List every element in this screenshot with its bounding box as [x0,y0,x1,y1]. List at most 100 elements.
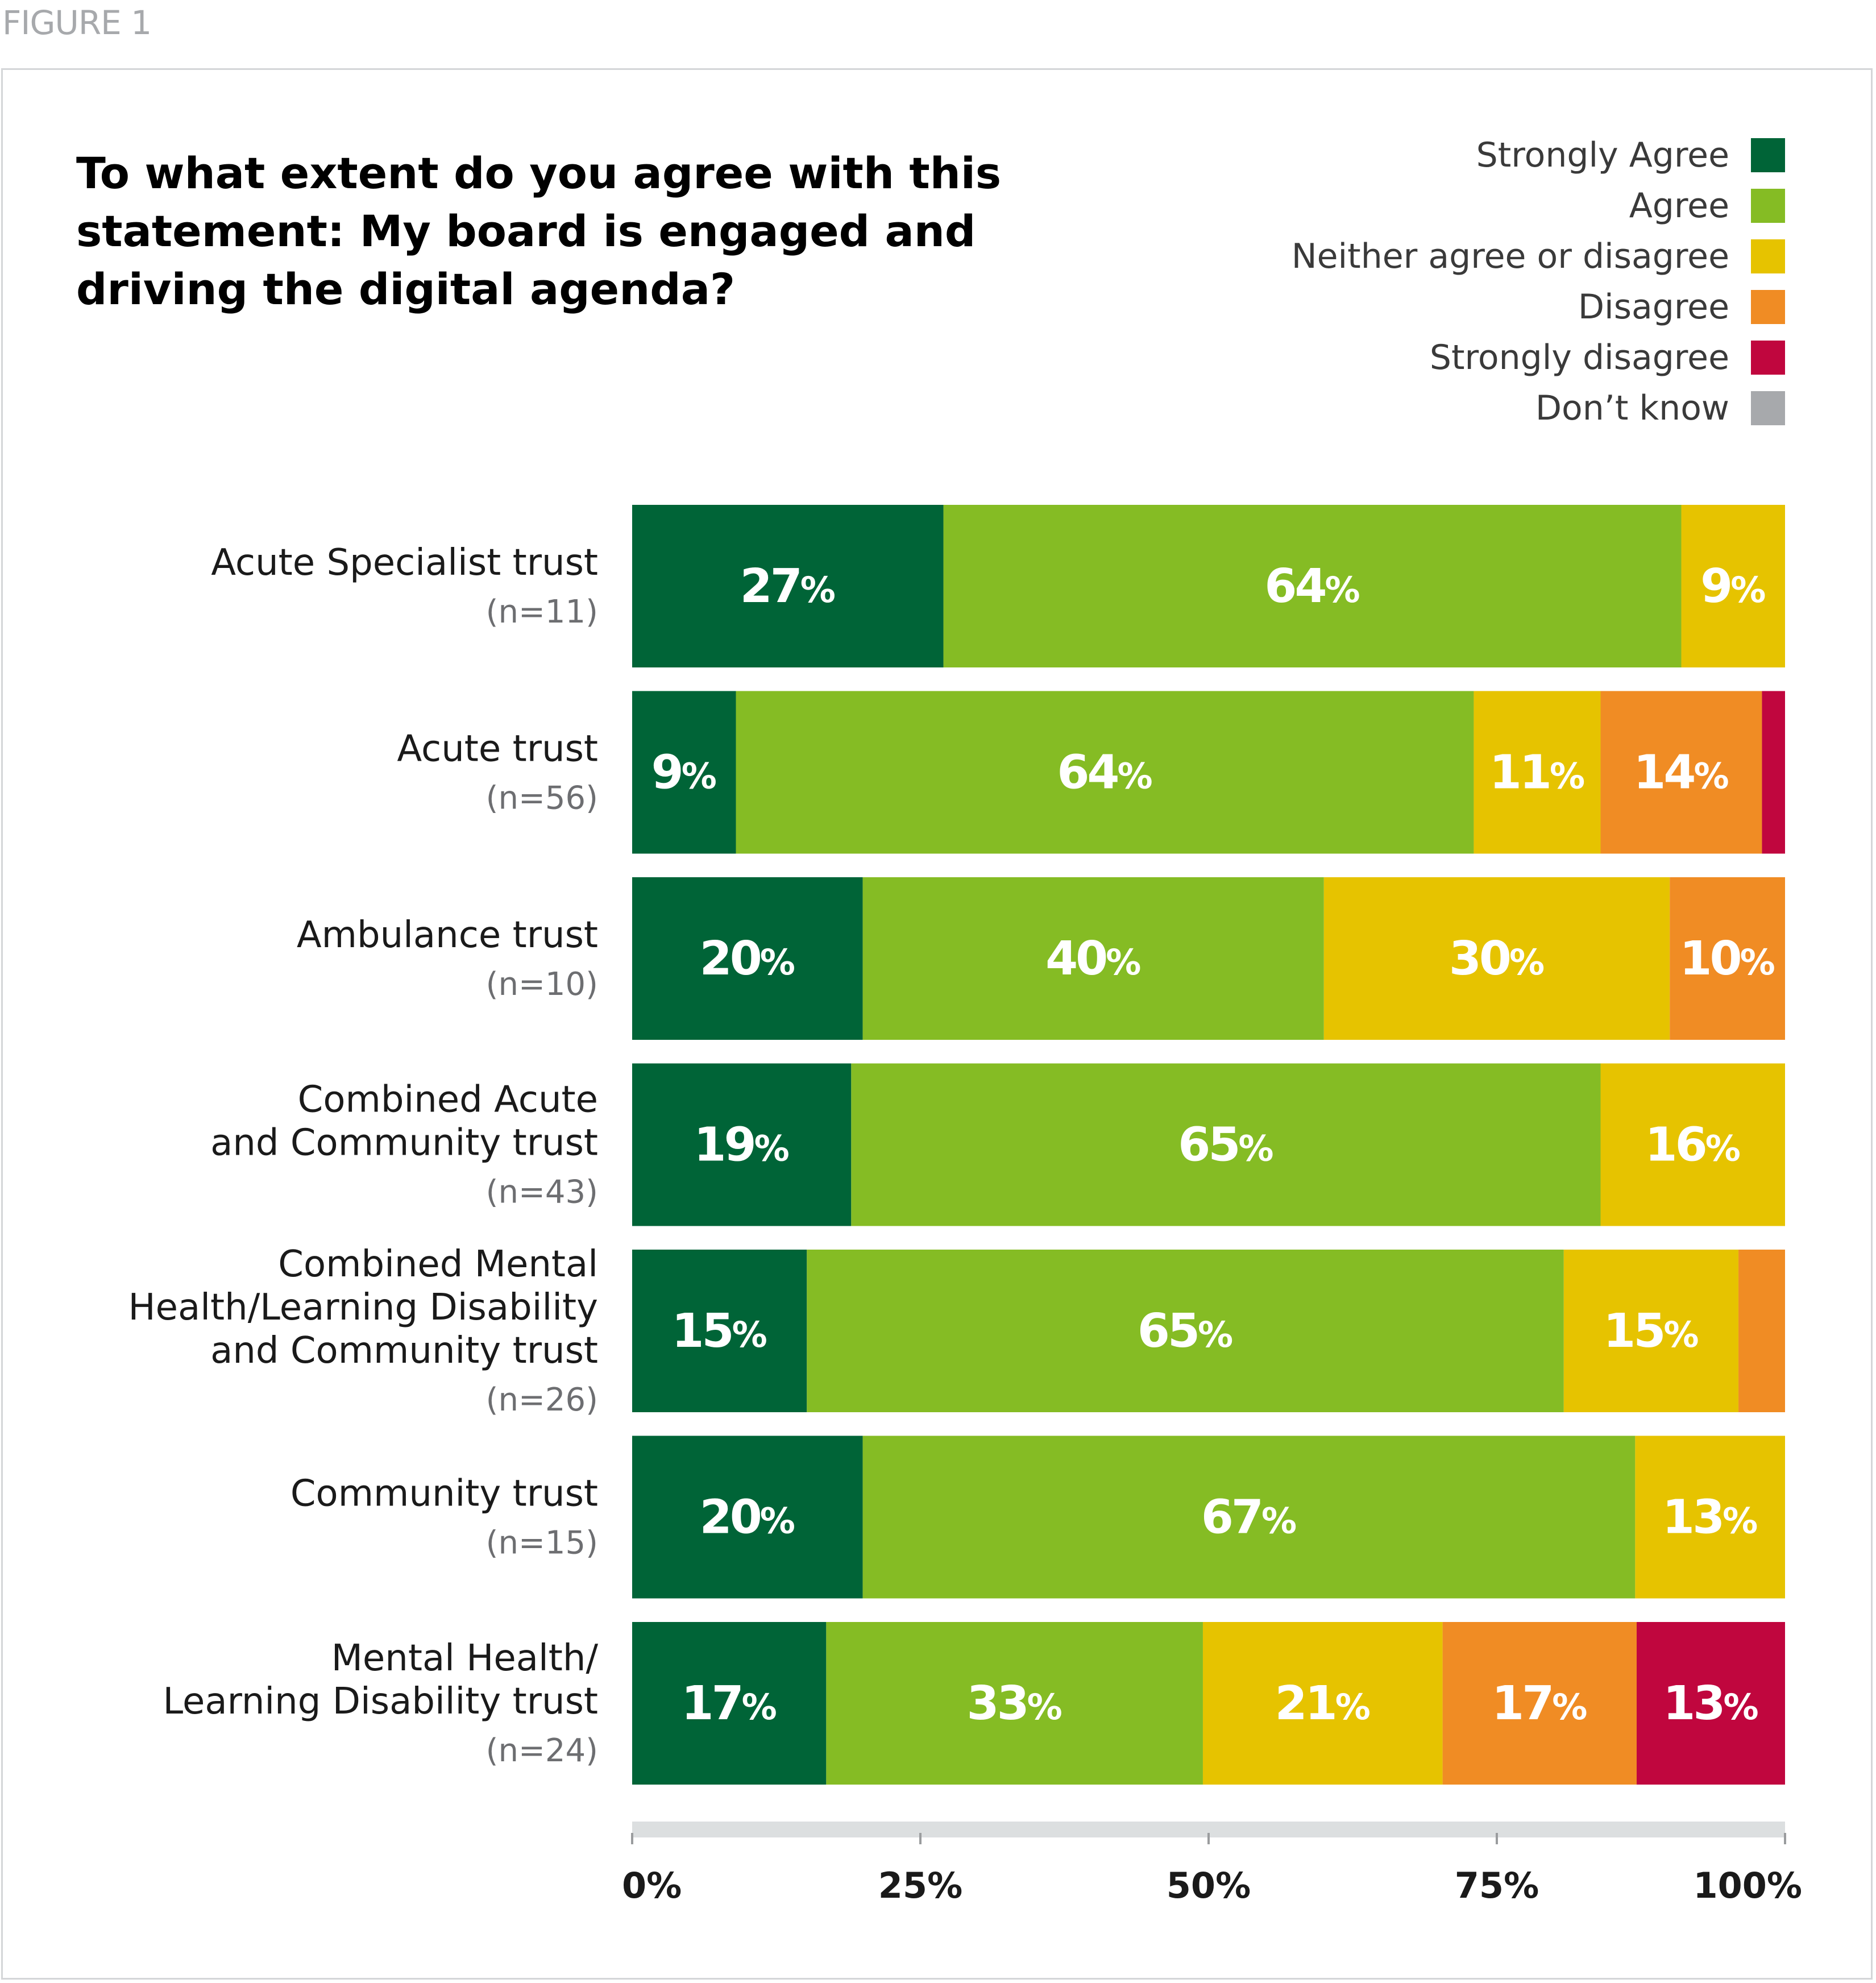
chart-title-line: To what extent do you agree with this [76,148,1002,198]
data-label-percent: % [1335,1686,1371,1728]
legend-label: Strongly disagree [1429,337,1729,377]
data-label: 15% [1603,1304,1699,1358]
bar-segment [632,877,863,1040]
legend-label: Disagree [1578,287,1729,327]
data-label: 19% [694,1118,790,1172]
data-label-percent: % [1552,1686,1587,1728]
bar-segment [862,877,1324,1040]
data-label: 21% [1275,1677,1371,1731]
legend-item: Don’t know [1292,383,1785,433]
data-label-value: 20 [700,1491,761,1545]
bar-segment [632,691,736,854]
category-n: (n=26) [486,1382,598,1418]
bar-segment [1474,691,1601,854]
data-label-percent: % [800,569,836,611]
bar-segment [1442,1622,1637,1785]
data-label: 40% [1045,932,1141,986]
category-n: (n=24) [486,1732,598,1769]
category-label: Health/Learning Disability [128,1287,598,1329]
data-label: 17% [1492,1677,1587,1731]
x-tick-label: 25% [878,1865,962,1906]
legend-swatch [1751,188,1785,223]
data-label-percent: % [1730,569,1766,611]
data-label: 20% [700,932,795,986]
data-label-value: 9 [1700,559,1730,613]
bar-segment [862,1436,1636,1599]
category-label: Learning Disability trust [163,1681,599,1723]
bar-segment [736,691,1474,854]
data-label: 67% [1201,1491,1297,1545]
bar-segment [632,505,944,667]
legend: Strongly Agree Agree Neither agree or disa… [1292,130,1785,433]
data-label-percent: % [732,1314,767,1355]
data-label-value: 64 [1264,559,1325,613]
bar-segment [1738,1250,1785,1412]
data-label-value: 17 [1492,1677,1552,1731]
data-label-value: 16 [1645,1118,1705,1172]
chart-title: To what extent do you agree with this sta… [76,144,1043,318]
category-label: Ambulance trust [297,914,598,956]
data-label: 9% [1700,559,1766,613]
x-tick-label: 50% [1167,1865,1251,1906]
data-label-value: 40 [1045,932,1106,986]
legend-label: Strongly Agree [1476,135,1729,175]
legend-item: Neither agree or disagree [1292,231,1785,281]
bar-segment [1563,1250,1739,1412]
data-label-value: 20 [700,932,761,986]
data-label-value: 10 [1679,932,1740,986]
bar-segment [1323,877,1670,1040]
data-label-value: 13 [1662,1491,1723,1545]
data-label: 11% [1489,746,1585,800]
category-n: (n=10) [486,966,598,1003]
bar-segment [1635,1436,1785,1599]
data-label-percent: % [1509,941,1545,983]
data-label-percent: % [1723,1500,1758,1542]
category-n: (n=15) [486,1525,598,1562]
legend-swatch [1751,138,1785,172]
data-label: 17% [682,1677,777,1731]
legend-swatch [1751,340,1785,375]
x-tick-label: 0% [622,1865,682,1906]
x-tick-label: 100% [1693,1865,1802,1906]
data-label-value: 17 [682,1677,742,1731]
bar-segment [826,1622,1203,1785]
data-label-percent: % [1723,1686,1758,1728]
data-label-percent: % [1261,1500,1297,1542]
category-n: (n=56) [486,780,598,817]
data-label-value: 9 [651,746,682,800]
data-label-value: 13 [1663,1677,1723,1731]
figure-label: FIGURE 1 [2,3,152,42]
data-label: 16% [1645,1118,1741,1172]
data-label-percent: % [1740,941,1775,983]
data-label: 14% [1633,746,1729,800]
data-label-percent: % [1027,1686,1062,1728]
data-label-value: 27 [740,559,800,613]
data-label: 64% [1264,559,1360,613]
bar-segment [1681,505,1785,667]
data-label-percent: % [760,941,795,983]
legend-label: Neither agree or disagree [1291,236,1729,276]
data-label: 20% [700,1491,795,1545]
data-label: 65% [1138,1304,1233,1358]
bar-segment [632,1063,852,1226]
category-n: (n=11) [486,594,598,630]
category-label: Acute trust [397,728,598,770]
bar-segment [1762,691,1785,854]
category-label: Community trust [290,1473,598,1515]
data-label-percent: % [1663,1314,1699,1355]
bar-segment [632,1436,863,1599]
legend-label: Agree [1629,185,1729,226]
bar-segment [851,1063,1601,1226]
data-label-value: 65 [1138,1304,1198,1358]
data-label-value: 19 [694,1118,754,1172]
data-label-percent: % [1238,1128,1273,1169]
bar-segment [943,505,1682,667]
bar-segment [807,1250,1564,1412]
category-label: Combined Acute [298,1079,598,1121]
data-label-value: 15 [672,1304,732,1358]
bar-segment [1636,1622,1785,1785]
data-label: 65% [1178,1118,1273,1172]
chart-title-line: driving the digital agenda? [76,264,736,314]
data-label-percent: % [1694,756,1729,797]
